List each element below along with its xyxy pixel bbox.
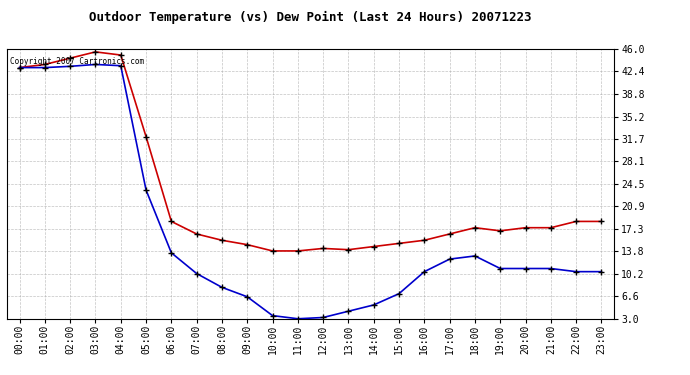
Text: Outdoor Temperature (vs) Dew Point (Last 24 Hours) 20071223: Outdoor Temperature (vs) Dew Point (Last… [89, 11, 532, 24]
Text: Copyright 2007 Cartronics.com: Copyright 2007 Cartronics.com [10, 57, 144, 66]
